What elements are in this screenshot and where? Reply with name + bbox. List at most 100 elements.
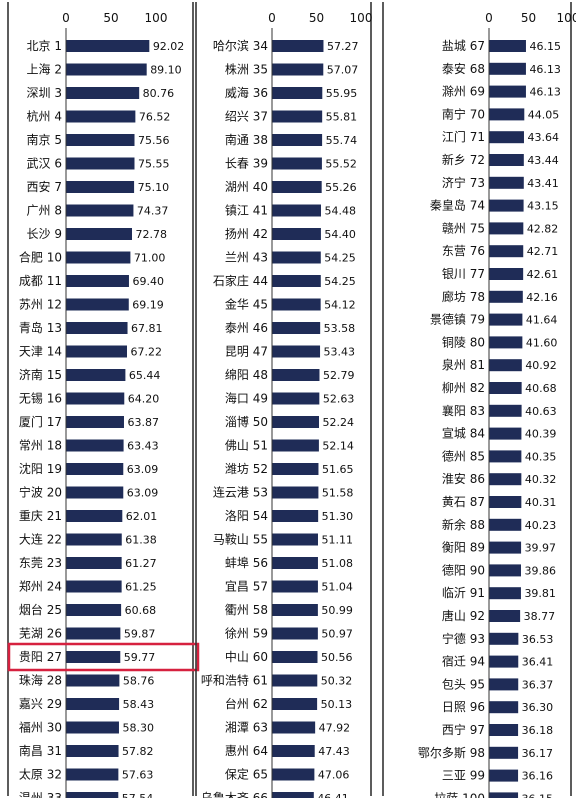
bar [489,382,522,394]
value-label: 46.13 [529,63,561,76]
category-label: 湖州 40 [225,179,268,194]
value-label: 55.26 [325,181,357,194]
value-label: 43.15 [527,200,559,213]
value-label: 61.38 [125,534,157,547]
value-label: 60.68 [125,604,157,617]
category-label: 衢州 58 [225,603,268,617]
value-label: 40.35 [525,450,557,463]
bar [272,580,318,593]
bar [272,298,321,311]
bar [66,134,135,146]
bar [66,251,131,264]
bar [66,745,119,757]
category-label: 宣城 84 [442,426,485,441]
value-label: 65.44 [129,369,161,382]
bar [489,290,523,303]
value-label: 38.77 [524,610,556,623]
bar [66,228,133,240]
category-label: 呼和浩特 61 [201,673,268,688]
category-label: 福州 30 [19,720,62,735]
category-label: 宁德 93 [442,631,485,646]
value-label: 36.41 [522,656,554,669]
bar [66,580,122,593]
value-label: 57.63 [122,769,154,782]
category-label: 昆明 47 [225,345,268,359]
bar [272,721,316,734]
bar [66,298,129,311]
bar [66,510,123,522]
panel-1-tick-label: 0 [62,11,70,25]
category-label: 中山 60 [225,649,268,664]
category-label: 衡阳 89 [442,541,485,555]
category-label: 广州 8 [27,204,62,218]
bar [66,322,128,334]
category-label: 青岛 13 [19,320,62,335]
bar [272,674,318,687]
category-label: 贵阳 27 [19,650,62,664]
value-label: 39.81 [524,587,556,600]
category-label: 盐城 67 [442,39,485,53]
value-label: 43.64 [527,131,559,144]
category-label: 马鞍山 55 [213,532,268,547]
bar [66,275,129,287]
category-label: 苏州 12 [19,298,62,312]
category-label: 重庆 21 [19,509,62,523]
panel-1-tick-label: 100 [145,11,168,25]
bar [66,63,147,76]
category-label: 大连 22 [19,532,62,547]
bar [272,110,323,123]
category-label: 绍兴 37 [225,110,268,124]
value-label: 55.52 [325,158,357,171]
category-label: 泰安 68 [442,61,485,76]
bar [489,724,519,736]
category-label: 三亚 99 [442,769,485,783]
category-label: 泰州 46 [225,321,268,335]
bar [489,313,523,326]
bar [272,63,324,76]
bar [272,251,321,264]
bar [489,701,519,714]
value-label: 39.86 [524,564,556,577]
bar [489,564,521,577]
value-label: 57.54 [122,792,154,798]
category-label: 台州 62 [225,696,268,711]
bar [66,768,119,781]
value-label: 58.30 [122,722,154,735]
category-label: 潍坊 52 [225,461,268,476]
category-label: 杭州 4 [27,109,62,124]
bar [66,40,150,52]
bar [489,632,519,645]
category-label: 乌鲁木齐 66 [201,790,268,798]
value-label: 75.56 [138,134,170,147]
category-label: 南宁 70 [442,106,485,121]
category-label: 洛阳 54 [225,508,268,523]
value-label: 42.16 [526,291,558,304]
category-label: 郑州 24 [19,579,62,594]
bar [489,154,524,166]
value-label: 51.65 [322,463,354,476]
bar [272,392,320,405]
value-label: 36.53 [522,633,554,646]
value-label: 36.15 [522,792,554,798]
bar [66,463,124,475]
category-label: 温州 33 [19,791,62,798]
bar [66,674,120,687]
value-label: 42.82 [527,222,559,235]
bar [66,369,126,381]
bar [66,604,122,616]
bar [272,745,315,757]
category-label: 铜陵 80 [442,334,485,349]
bar [66,721,119,734]
bar [66,110,136,123]
category-label: 兰州 43 [225,251,268,265]
value-label: 57.07 [327,64,359,77]
bar [272,651,318,663]
category-label: 珠海 28 [19,673,62,688]
bar [489,769,519,782]
category-label: 烟台 25 [19,602,62,617]
category-label: 柳州 82 [442,381,485,395]
value-label: 76.52 [139,111,171,124]
category-label: 淮安 86 [442,471,485,486]
value-label: 36.16 [522,770,554,783]
category-label: 新余 88 [442,517,485,532]
